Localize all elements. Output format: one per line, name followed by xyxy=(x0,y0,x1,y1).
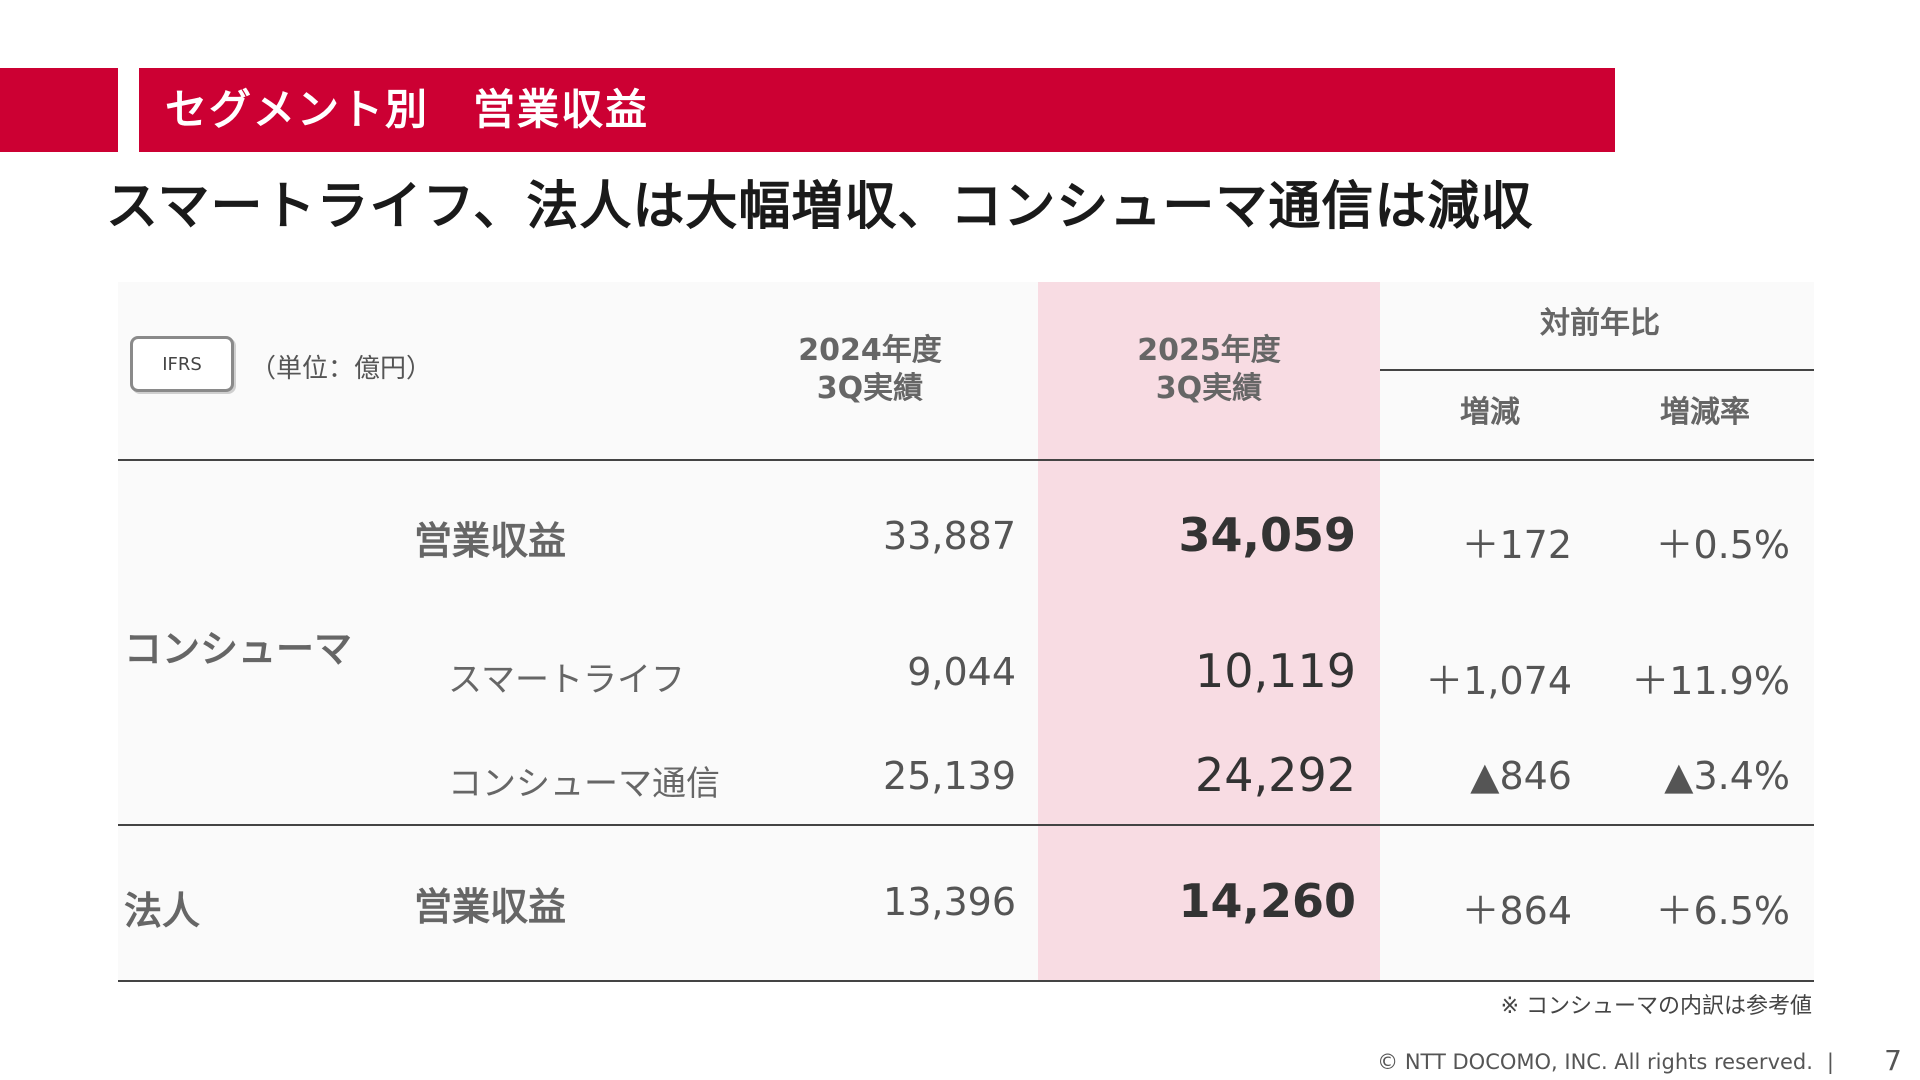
section-title: セグメント別 営業収益 xyxy=(139,68,1615,152)
column-header-diff: 増減 xyxy=(1460,395,1520,430)
table-rule-segment xyxy=(118,824,1814,826)
copyright-text: © NTT DOCOMO, INC. All rights reserved. xyxy=(1377,1050,1813,1074)
unit-label: （単位：億円） xyxy=(250,354,433,384)
row-label-smart-life: スマートライフ xyxy=(448,660,685,700)
value-rate-smart-life: ＋11.9% xyxy=(1631,659,1790,703)
value-prev-smart-life: 9,044 xyxy=(907,650,1016,694)
value-rate-corporate-revenue: ＋6.5% xyxy=(1655,889,1790,933)
table-rule-header xyxy=(118,459,1814,461)
column-header-current: 2025年度 3Q実績 xyxy=(1078,332,1340,408)
value-diff-smart-life: ＋1,074 xyxy=(1425,659,1572,703)
value-cur-consumer-revenue: 34,059 xyxy=(1178,508,1356,562)
table-rule-bottom xyxy=(118,980,1814,982)
column-header-current-line2: 3Q実績 xyxy=(1155,371,1263,406)
column-header-prev-line1: 2024年度 xyxy=(798,333,942,368)
column-header-current-line1: 2025年度 xyxy=(1137,333,1281,368)
value-prev-consumer-revenue: 33,887 xyxy=(883,514,1016,558)
column-header-prev-line2: 3Q実績 xyxy=(816,371,924,406)
headline: スマートライフ、法人は大幅増収、コンシューマ通信は減収 xyxy=(106,177,1534,237)
row-label-corporate-revenue: 営業収益 xyxy=(414,885,567,929)
value-diff-consumer-revenue: ＋172 xyxy=(1461,523,1572,567)
footer-separator: | xyxy=(1826,1050,1834,1074)
segment-label-corporate: 法人 xyxy=(124,889,201,933)
value-diff-corporate-revenue: ＋864 xyxy=(1461,889,1572,933)
page-number: 7 xyxy=(1884,1044,1902,1077)
yoy-divider xyxy=(1380,369,1814,371)
value-rate-consumer-revenue: ＋0.5% xyxy=(1655,523,1790,567)
value-diff-consumer-telecom: ▲846 xyxy=(1470,754,1572,798)
header-accent-block xyxy=(0,68,118,152)
value-cur-corporate-revenue: 14,260 xyxy=(1178,874,1356,928)
row-label-consumer-revenue: 営業収益 xyxy=(414,519,567,563)
value-prev-consumer-telecom: 25,139 xyxy=(883,754,1016,798)
footnote: ※ コンシューマの内訳は参考値 xyxy=(1500,994,1812,1019)
column-header-yoy: 対前年比 xyxy=(1540,306,1660,341)
value-cur-smart-life: 10,119 xyxy=(1195,644,1356,698)
ifrs-badge: IFRS xyxy=(130,336,234,392)
column-header-rate: 増減率 xyxy=(1660,395,1750,430)
column-header-prev: 2024年度 3Q実績 xyxy=(740,332,1000,408)
row-label-consumer-telecom: コンシューマ通信 xyxy=(448,764,720,804)
value-prev-corporate-revenue: 13,396 xyxy=(883,880,1016,924)
current-year-highlight xyxy=(1038,282,1380,982)
value-cur-consumer-telecom: 24,292 xyxy=(1195,748,1356,802)
copyright: © NTT DOCOMO, INC. All rights reserved. | xyxy=(1377,1050,1848,1074)
table-background xyxy=(118,282,1814,982)
segment-label-consumer: コンシューマ xyxy=(124,627,353,671)
value-rate-consumer-telecom: ▲3.4% xyxy=(1664,754,1790,798)
